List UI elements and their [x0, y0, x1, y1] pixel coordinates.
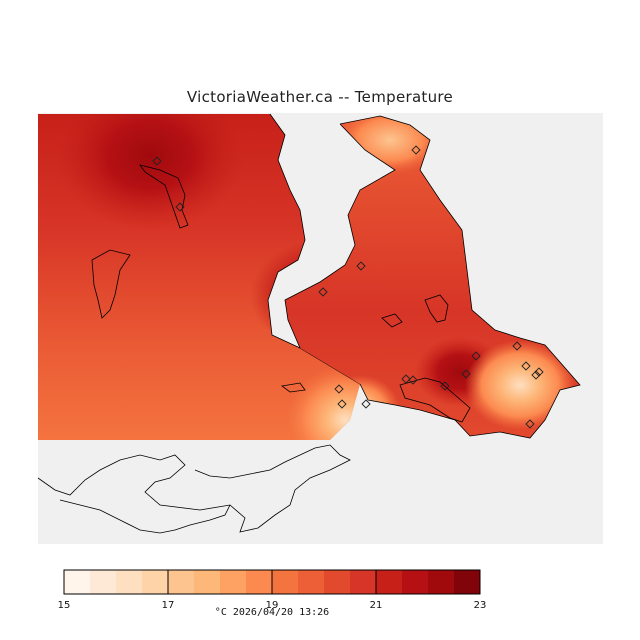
island-outline [399, 377, 471, 423]
southern-coastline [37, 444, 351, 534]
legend-swatch [376, 570, 402, 594]
east-coastline [284, 115, 581, 439]
station-marker [512, 341, 522, 351]
station-marker [337, 399, 347, 409]
station-marker [408, 375, 418, 385]
island-outline [139, 164, 189, 229]
legend-caption: °C 2026/04/20 13:26 [0, 607, 544, 618]
island-outline [281, 382, 306, 393]
legend-tick-label: 15 [58, 600, 71, 611]
station-marker [318, 287, 328, 297]
map-title: VictoriaWeather.ca -- Temperature [186, 88, 454, 106]
west-coastline [267, 113, 361, 385]
station-marker [175, 202, 185, 212]
station-marker [401, 374, 411, 384]
legend-swatch [324, 570, 350, 594]
station-marker [534, 367, 544, 377]
legend-swatch [194, 570, 220, 594]
legend-timestamp: 2026/04/20 13:26 [232, 607, 330, 618]
legend-swatch [298, 570, 324, 594]
station-marker [525, 419, 535, 429]
legend-swatch [90, 570, 116, 594]
station-marker [361, 399, 371, 409]
legend-tick-label: 19 [266, 600, 279, 611]
station-marker [152, 156, 162, 166]
legend-swatch [246, 570, 272, 594]
island-outline [91, 249, 131, 319]
station-marker [531, 370, 541, 380]
station-marker [334, 384, 344, 394]
legend-swatch [116, 570, 142, 594]
station-marker [461, 369, 471, 379]
legend-swatch [350, 570, 376, 594]
station-marker [411, 145, 421, 155]
lake-outline [381, 313, 403, 328]
legend-swatch [64, 570, 90, 594]
legend-tick-label: 17 [162, 600, 175, 611]
legend-swatch [272, 570, 298, 594]
legend-swatch [454, 570, 480, 594]
station-marker [521, 361, 531, 371]
station-marker [440, 381, 450, 391]
legend-swatch [428, 570, 454, 594]
legend-swatch [220, 570, 246, 594]
legend-tick-label: 21 [370, 600, 383, 611]
legend-unit: °C [214, 607, 227, 618]
legend-swatch [168, 570, 194, 594]
legend-tick-label: 23 [474, 600, 487, 611]
legend-swatch [402, 570, 428, 594]
station-markers [152, 145, 544, 429]
lake-outline [424, 294, 449, 323]
legend-swatch [142, 570, 168, 594]
station-marker [356, 261, 366, 271]
station-marker [471, 351, 481, 361]
